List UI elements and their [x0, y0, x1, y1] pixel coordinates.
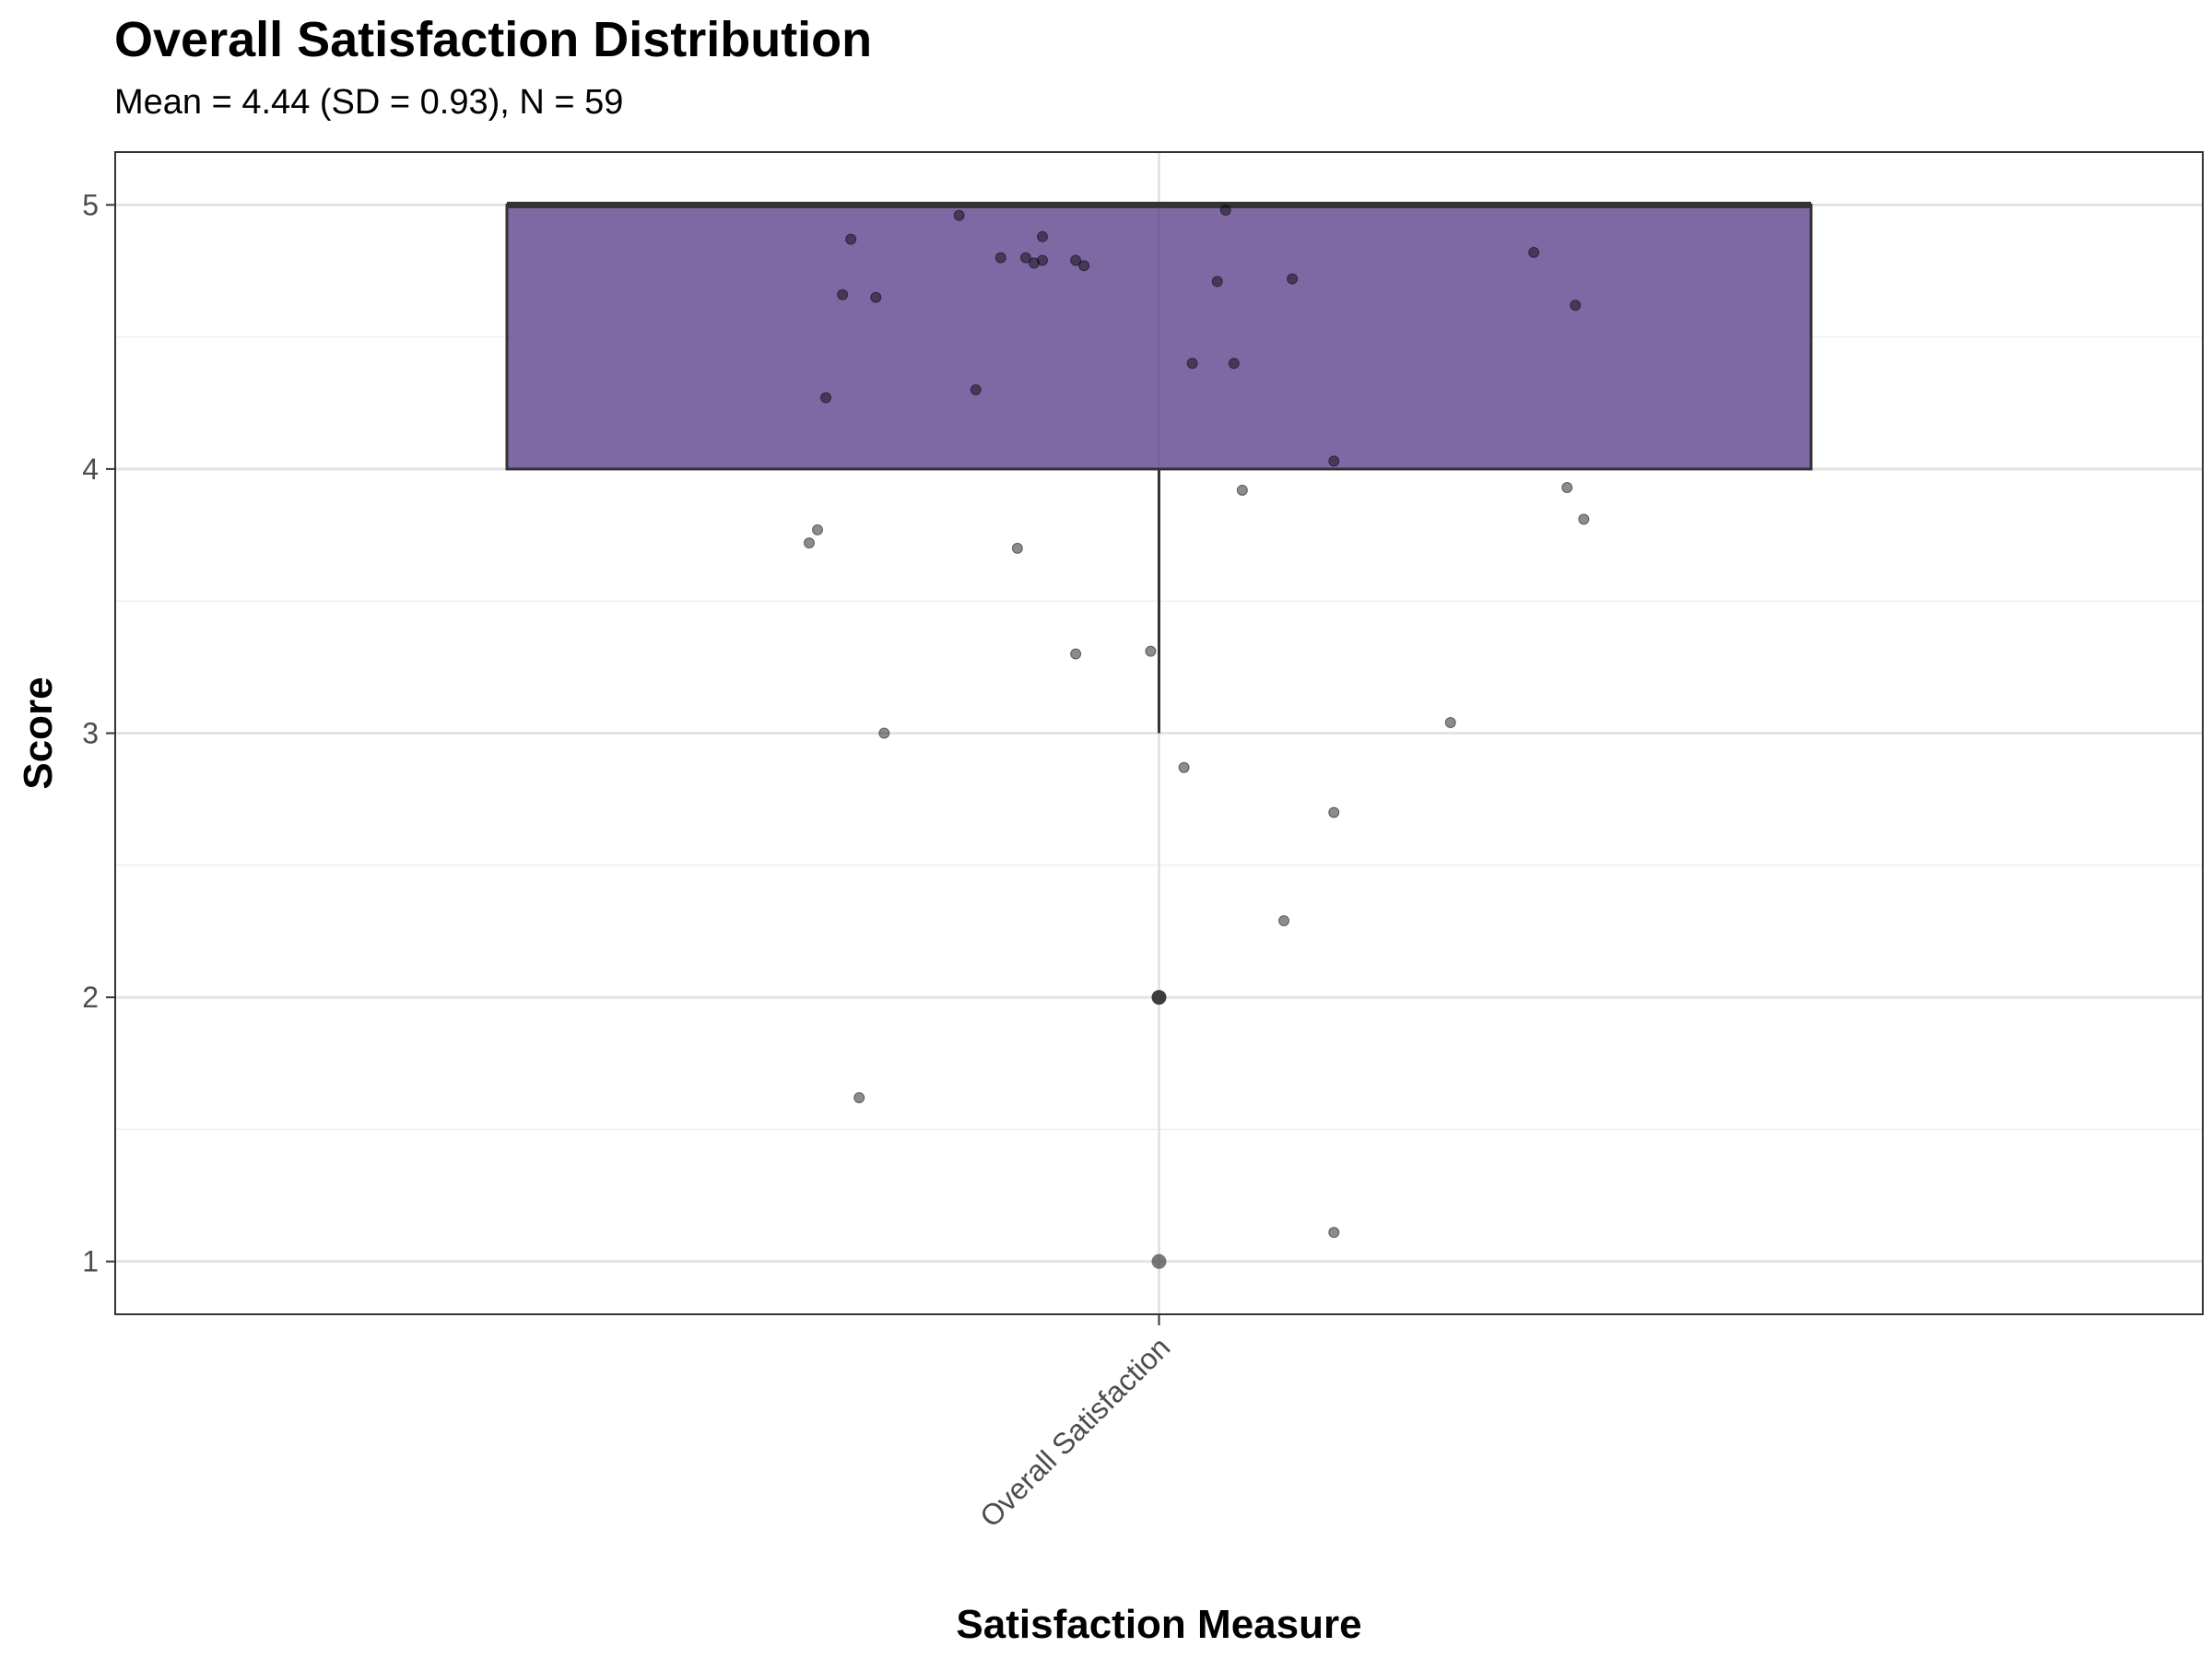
- jitter-point: [1570, 300, 1582, 312]
- box-iqr: [505, 203, 1813, 471]
- y-tick-label: 2: [82, 981, 99, 1014]
- outlier-point: [1151, 990, 1167, 1006]
- y-tick-label: 3: [82, 717, 99, 750]
- jitter-point: [1228, 358, 1240, 370]
- jitter-point: [953, 209, 965, 221]
- jitter-point: [1036, 254, 1048, 266]
- jitter-point: [1211, 276, 1223, 288]
- jitter-point: [1028, 257, 1040, 269]
- jitter-point: [1578, 513, 1590, 525]
- jitter-point: [1287, 273, 1299, 285]
- x-axis-title: Satisfaction Measure: [956, 1602, 1361, 1647]
- chart-title: Overall Satisfaction Distribution: [114, 12, 873, 67]
- jitter-point: [970, 383, 982, 395]
- jitter-point: [1011, 542, 1023, 554]
- jitter-point: [1278, 914, 1290, 926]
- jitter-point: [1444, 717, 1456, 729]
- y-tick-label: 4: [82, 453, 99, 486]
- jitter-point: [1078, 260, 1090, 272]
- jitter-point: [803, 537, 815, 549]
- jitter-point: [870, 291, 882, 303]
- jitter-point: [812, 524, 824, 535]
- jitter-point: [1019, 252, 1031, 264]
- jitter-point: [820, 392, 832, 404]
- jitter-point: [1070, 254, 1082, 266]
- jitter-point: [837, 288, 849, 300]
- y-axis-title: Score: [16, 677, 61, 789]
- jitter-points: [803, 205, 1590, 1239]
- jitter-point: [1178, 761, 1190, 773]
- x-tick-label: Overall Satisfaction: [973, 1330, 1176, 1533]
- jitter-point: [1528, 246, 1540, 258]
- jitter-point: [853, 1091, 865, 1103]
- y-tick-label: 1: [82, 1245, 99, 1278]
- box-layer: [505, 201, 1813, 1269]
- jitter-point: [1236, 484, 1248, 496]
- jitter-point: [1036, 230, 1048, 242]
- jitter-point: [1328, 806, 1340, 818]
- jitter-point: [1186, 358, 1198, 370]
- jitter-point: [1561, 481, 1573, 493]
- chart-subtitle: Mean = 4.44 (SD = 0.93), N = 59: [114, 83, 624, 122]
- jitter-point: [1219, 205, 1231, 217]
- jitter-point: [845, 233, 857, 245]
- jitter-point: [1070, 648, 1082, 660]
- outlier-point: [1151, 1253, 1167, 1269]
- jitter-point: [1328, 1227, 1340, 1239]
- jitter-point: [1145, 645, 1157, 657]
- jitter-point: [878, 727, 890, 739]
- y-tick-label: 5: [82, 188, 99, 221]
- jitter-point: [994, 252, 1006, 264]
- jitter-point: [1328, 455, 1340, 467]
